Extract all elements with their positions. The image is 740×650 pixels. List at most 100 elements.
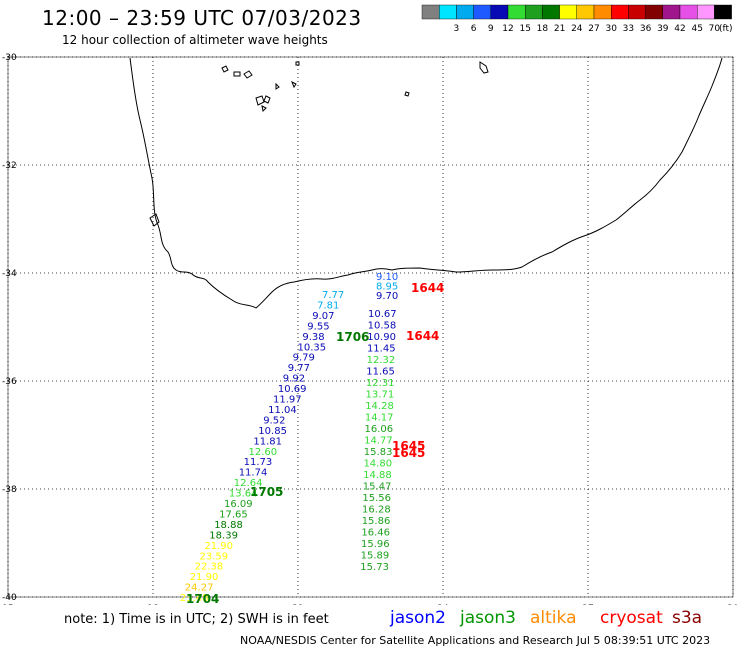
page-title: 12:00 – 23:59 UTC 07/03/2023 <box>42 6 362 30</box>
pass-time-label: 1704 <box>186 592 219 605</box>
wave-height-value: 10.90 <box>367 332 396 343</box>
wave-height-value: 11.65 <box>366 367 395 378</box>
satellite-legend-jason2: jason2 <box>390 608 446 628</box>
wave-height-value: 10.85 <box>258 426 287 437</box>
wave-height-value: 9.70 <box>376 291 398 302</box>
wave-height-value: 15.73 <box>360 562 389 573</box>
pass-time-label: 1644 <box>406 329 439 343</box>
pass-time-label: 1645 <box>392 439 425 453</box>
color-bin-label: 12 <box>502 24 513 34</box>
color-bin-label: 18 <box>537 24 549 34</box>
wave-height-value: 11.04 <box>268 405 297 416</box>
color-bin-label: 30 <box>605 24 617 34</box>
color-bin-label: 33 <box>623 24 634 34</box>
altimeter-tracks: 9.108.959.707.777.819.079.559.3810.359.7… <box>180 272 398 604</box>
footer-credit: NOAA/NESDIS Center for Satellite Applica… <box>240 634 711 647</box>
color-bin-label: 15 <box>519 24 530 34</box>
latitude-tick-label: -36 <box>2 377 17 387</box>
wave-height-value: 13.64 <box>229 489 258 500</box>
coastline <box>129 57 723 309</box>
wave-height-value: 14.28 <box>365 401 394 412</box>
wave-height-value: 11.73 <box>244 457 273 468</box>
wave-height-value: 15.89 <box>361 551 390 562</box>
longitude-tick-label: 21 <box>292 604 303 605</box>
wave-height-value: 16.46 <box>361 528 390 539</box>
satellite-legend-s3a: s3a <box>672 608 703 628</box>
color-bin-label: 27 <box>588 24 599 34</box>
wave-height-value: 10.58 <box>368 321 397 332</box>
color-bin-label: 39 <box>657 24 669 34</box>
wave-height-value: 14.80 <box>363 459 392 470</box>
wave-height-value: 9.10 <box>376 272 398 283</box>
latitude-tick-label: -34 <box>2 269 17 279</box>
color-bin-label: 70 <box>709 24 721 34</box>
south-africa-coastline <box>129 57 723 309</box>
latitude-tick-label: -30 <box>2 53 17 63</box>
wave-height-value: 12.31 <box>366 378 395 389</box>
wave-height-value: 18.39 <box>209 530 238 541</box>
page-subtitle: 12 hour collection of altimeter wave hei… <box>62 33 328 47</box>
wave-height-value: 13.71 <box>366 390 395 401</box>
axis-tick-labels: 15 18 21 24 27 30 -30 -32 -34 -36 -38 -40 <box>2 53 739 605</box>
wave-height-value: 14.88 <box>363 470 392 481</box>
color-scale-legend: 3 6 9 12 15 18 21 24 27 30 33 36 39 42 45 70(ft) <box>421 4 733 34</box>
wave-height-value: 9.38 <box>302 332 324 343</box>
wave-height-value: 16.28 <box>362 505 391 516</box>
color-bin-label: 9 <box>488 24 494 34</box>
wave-height-value: 12.64 <box>234 478 263 489</box>
color-bin <box>714 4 732 20</box>
wave-height-value: 10.67 <box>368 309 397 320</box>
offshore-islands <box>221 61 489 113</box>
wave-height-value: 10.69 <box>278 384 307 395</box>
longitude-tick-label: 30 <box>727 604 739 605</box>
wave-height-value: 9.52 <box>263 415 285 426</box>
wave-height-value: 11.45 <box>367 344 396 355</box>
wave-height-value: 9.77 <box>288 363 310 374</box>
color-bin-label: 36 <box>640 24 652 34</box>
pass-time-label: 1706 <box>336 330 369 344</box>
latitude-tick-label: -38 <box>2 485 17 495</box>
wave-height-value: 12.32 <box>367 355 396 366</box>
satellite-legend-altika: altika <box>530 608 577 628</box>
longitude-tick-label: 27 <box>582 604 593 605</box>
wave-height-value: 7.81 <box>317 300 339 311</box>
wave-height-value: 21.90 <box>190 572 219 583</box>
longitude-tick-label: 15 <box>2 604 13 605</box>
graticule <box>7 56 734 598</box>
map-frame <box>7 56 734 598</box>
wave-height-value: 16.06 <box>365 424 394 435</box>
wave-height-value: 24.27 <box>185 583 214 594</box>
wave-height-value: 10.35 <box>298 342 327 353</box>
latitude-tick-label: -40 <box>2 593 17 603</box>
wave-height-value: 11.81 <box>253 436 282 447</box>
wave-height-value: 15.86 <box>362 516 391 527</box>
wave-height-value: 9.79 <box>293 353 315 364</box>
longitude-tick-label: 18 <box>147 604 159 605</box>
wave-height-value: 9.07 <box>312 311 334 322</box>
wave-height-value: 9.92 <box>283 374 305 385</box>
color-bin-label: 3 <box>454 24 460 34</box>
wave-height-value: 15.56 <box>362 493 391 504</box>
wave-height-value: 17.65 <box>219 509 248 520</box>
wave-height-value: 9.55 <box>307 321 329 332</box>
color-bin-label: 45 <box>691 24 702 34</box>
color-bin-label: 42 <box>674 24 685 34</box>
color-bin-label: 21 <box>554 24 565 34</box>
coastline-inlet <box>149 213 160 227</box>
wave-height-value: 11.74 <box>239 468 268 479</box>
wave-height-value: 8.95 <box>376 282 398 293</box>
wave-height-value: 21.90 <box>204 541 233 552</box>
color-bin-label: 24 <box>571 24 583 34</box>
wave-height-value: 23.59 <box>200 551 229 562</box>
pass-time-label: 1644 <box>411 281 444 295</box>
wave-height-value: 14.17 <box>365 413 394 424</box>
color-scale-unit: (ft) <box>719 24 733 34</box>
wave-height-value: 22.38 <box>195 562 224 573</box>
wave-height-value: 18.88 <box>214 520 243 531</box>
longitude-tick-label: 24 <box>437 604 449 605</box>
wave-height-value: 11.97 <box>273 395 302 406</box>
wave-height-value: 15.96 <box>361 539 390 550</box>
satellite-legend-cryosat: cryosat <box>600 608 663 628</box>
